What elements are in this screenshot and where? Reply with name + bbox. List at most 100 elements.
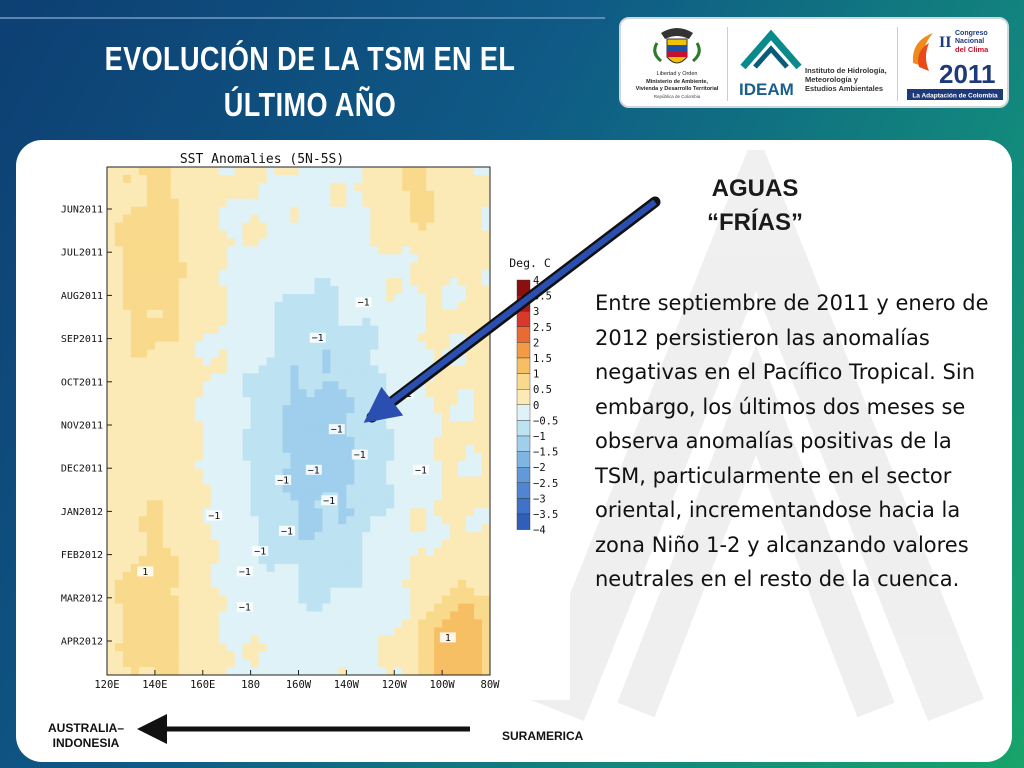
heatmap-cell [346, 555, 355, 565]
heatmap-cell [194, 516, 204, 525]
heatmap-cell [322, 246, 331, 255]
heatmap-cell [394, 325, 403, 335]
heatmap-cell [378, 421, 387, 430]
heatmap-cell [482, 333, 491, 343]
heatmap-cell [338, 603, 347, 612]
heatmap-cell [210, 317, 220, 327]
legend-swatch [516, 295, 531, 312]
heatmap-cell [178, 198, 188, 208]
heatmap-cell [154, 278, 164, 287]
heatmap-cell [474, 476, 483, 485]
heatmap-cell [394, 492, 403, 501]
heatmap-cell [442, 254, 451, 263]
heatmap-cell [442, 270, 451, 279]
heatmap-cell [138, 317, 148, 327]
heatmap-cell [186, 460, 196, 470]
heatmap-cell [170, 603, 180, 612]
heatmap-cell [274, 619, 283, 628]
heatmap-cell [394, 563, 403, 573]
heatmap-cell [210, 595, 220, 604]
heatmap-cell [442, 413, 451, 422]
heatmap-cell [458, 325, 467, 335]
heatmap-cell [338, 246, 347, 255]
heatmap-cell [210, 278, 220, 287]
heatmap-cell [394, 555, 403, 565]
heatmap-cell [426, 349, 435, 358]
heatmap-cell [386, 603, 395, 612]
heatmap-cell [354, 349, 363, 358]
heatmap-cell [202, 476, 212, 485]
heatmap-cell [434, 484, 443, 493]
heatmap-cell [154, 301, 164, 311]
heatmap-cell [242, 468, 252, 477]
heatmap-cell [298, 214, 307, 223]
heatmap-cell [258, 286, 267, 295]
heatmap-cell [330, 262, 339, 271]
heatmap-cell [258, 413, 267, 422]
heatmap-cell [107, 611, 116, 620]
heatmap-cell [258, 619, 267, 628]
heatmap-cell [306, 365, 315, 374]
heatmap-cell [354, 238, 363, 247]
heatmap-cell [378, 548, 387, 557]
heatmap-cell [218, 309, 228, 319]
heatmap-cell [362, 214, 371, 223]
svg-text:−1: −1 [208, 511, 220, 522]
heatmap-cell [226, 246, 236, 255]
heatmap-cell [314, 246, 323, 255]
heatmap-cell [386, 174, 395, 184]
heatmap-cell [234, 309, 244, 319]
heatmap-cell [370, 476, 379, 485]
heatmap-cell [378, 174, 387, 184]
heatmap-cell [154, 667, 164, 676]
heatmap-cell [122, 587, 132, 597]
heatmap-cell [314, 571, 323, 581]
contour-label: −1 [279, 525, 296, 537]
heatmap-cell [250, 167, 260, 176]
heatmap-cell [194, 206, 204, 216]
heatmap-cell [370, 516, 379, 525]
legend-swatch [516, 404, 531, 421]
heatmap-cell [298, 254, 307, 263]
heatmap-cell [482, 627, 491, 636]
heatmap-cell [386, 317, 395, 327]
heatmap-cell [154, 397, 164, 406]
heatmap-cell [290, 516, 299, 525]
heatmap-cell [122, 659, 132, 668]
heatmap-cell [154, 428, 164, 438]
heatmap-cell [130, 532, 140, 541]
heatmap-cell [282, 214, 291, 223]
heatmap-cell [194, 436, 204, 446]
header-rule [0, 17, 605, 19]
heatmap-cell [162, 611, 172, 620]
heatmap-cell [386, 460, 395, 470]
heatmap-cell [346, 643, 355, 652]
heatmap-cell [338, 182, 347, 192]
heatmap-cell [282, 381, 291, 390]
heatmap-cell [218, 563, 228, 573]
heatmap-cell [410, 571, 419, 581]
heatmap-cell [146, 381, 156, 390]
heatmap-cell [202, 246, 212, 255]
heatmap-cell [482, 524, 491, 533]
heatmap-cell [162, 174, 172, 184]
heatmap-cell [474, 619, 483, 628]
svg-text:−1: −1 [400, 389, 412, 400]
heatmap-cell [162, 627, 172, 636]
heatmap-cell [107, 230, 116, 239]
heatmap-cell [250, 397, 260, 406]
heatmap-cell [394, 516, 403, 525]
heatmap-cell [418, 508, 427, 517]
heatmap-cell [442, 317, 451, 327]
heatmap-cell [314, 381, 323, 390]
heatmap-cell [107, 413, 116, 422]
footer-left-line-2: INDONESIA [52, 736, 120, 750]
heatmap-cell [178, 389, 188, 398]
heatmap-cell [290, 341, 299, 350]
heatmap-cell [250, 278, 260, 287]
heatmap-cell [346, 198, 355, 208]
heatmap-cell [314, 492, 323, 501]
heatmap-cell [402, 301, 411, 311]
heatmap-cell [122, 167, 132, 176]
heatmap-cell [282, 444, 291, 454]
